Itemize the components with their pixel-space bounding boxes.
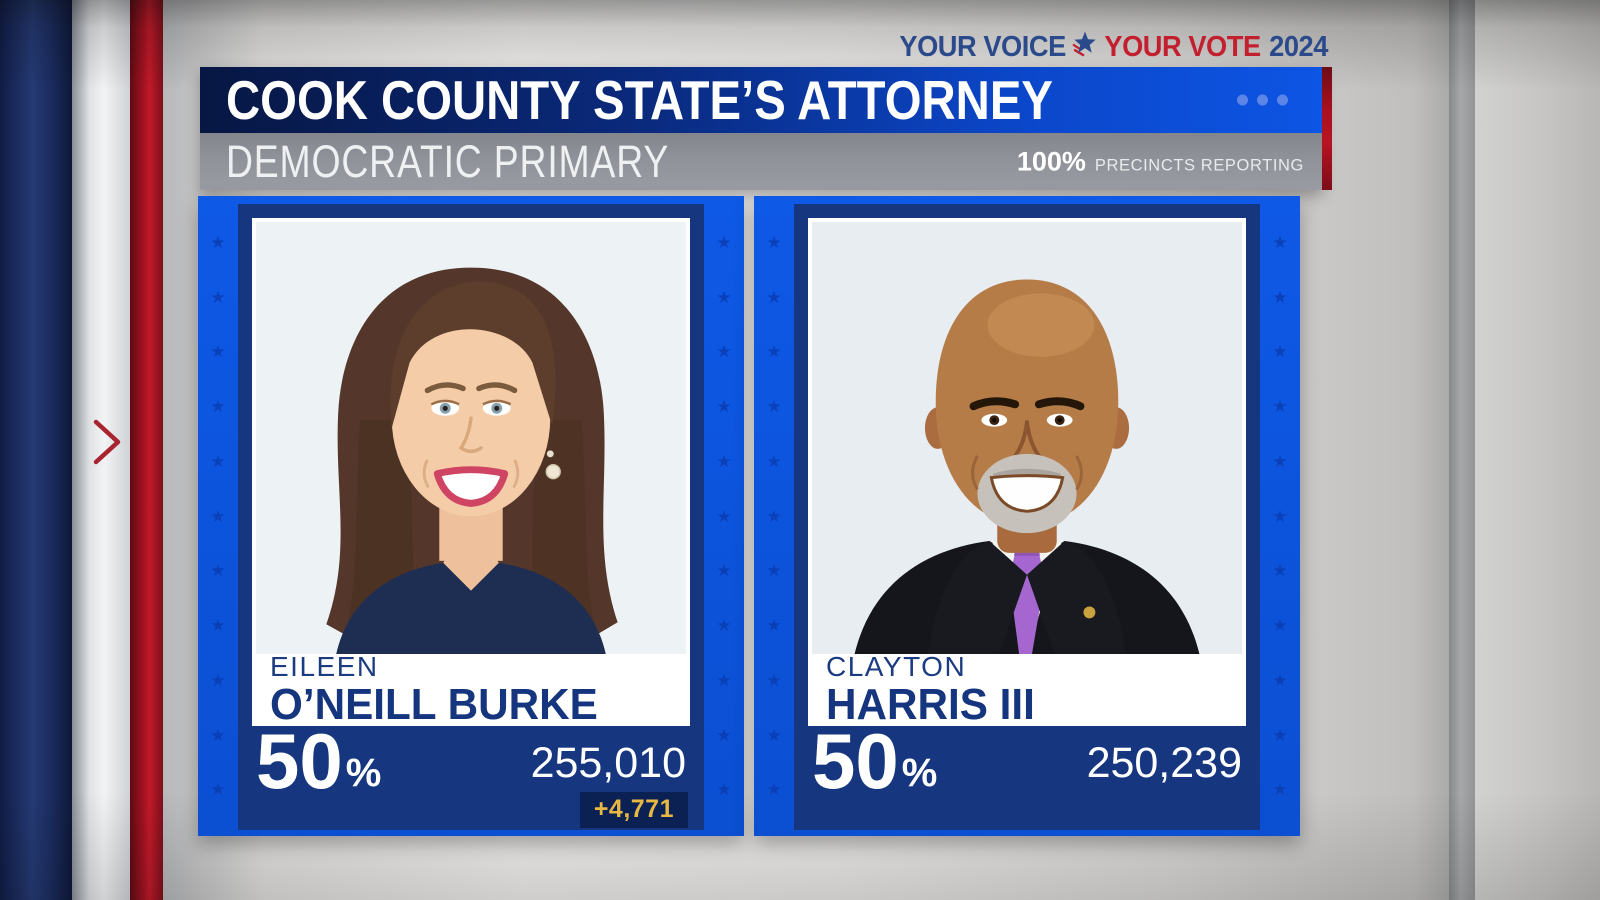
vote-count: 250,239 [1086,739,1242,787]
candidate-last-name: O’NEILL BURKE [270,680,598,730]
candidate-name-band: CLAYTON HARRIS III [808,650,1246,730]
candidate-first-name: EILEEN [270,650,379,682]
stars-border-right: ★ ★ ★ ★ ★ ★ ★ ★ ★ ★ ★ [1272,232,1288,800]
more-dots-icon[interactable] [1237,94,1288,106]
candidate-name-band: EILEEN O’NEILL BURKE [252,650,690,730]
precincts-reporting: 100% PRECINCTS REPORTING [1017,146,1304,177]
left-navy-stripe [0,0,72,900]
percent-value: 50 [812,717,899,805]
precincts-label: PRECINCTS REPORTING [1094,156,1304,174]
red-accent-stripe [1322,67,1332,190]
candidate-first-name: CLAYTON [826,650,967,682]
year-text: 2024 [1269,31,1328,63]
race-subtitle-bar: DEMOCRATIC PRIMARY 100% PRECINCTS REPORT… [200,133,1322,190]
percent-value: 50 [256,717,343,805]
percent-group: 50 % [256,717,382,805]
percent-sign: % [901,750,938,795]
candidate-results: 50 % 250,239 [794,717,1260,830]
candidate-photo-harris [808,218,1246,654]
stars-border-right: ★ ★ ★ ★ ★ ★ ★ ★ ★ ★ ★ [716,232,732,800]
candidate-card-harris: ★ ★ ★ ★ ★ ★ ★ ★ ★ ★ ★ ★ ★ ★ ★ ★ ★ ★ ★ ★ ★ ★ [754,196,1300,836]
vote-count: 255,010 [530,739,686,787]
candidate-results: 50 % 255,010 +4,771 [238,717,704,830]
right-groove [1449,0,1475,900]
left-red-stripe [130,0,163,900]
your-voice-text: YOUR VOICE [899,31,1066,63]
stars-border-left: ★ ★ ★ ★ ★ ★ ★ ★ ★ ★ ★ [766,232,782,800]
race-title-bar: COOK COUNTY STATE’S ATTORNEY [200,67,1322,133]
race-header: COOK COUNTY STATE’S ATTORNEY DEMOCRATIC … [200,67,1332,190]
percent-group: 50 % [812,717,938,805]
precincts-percent: 100% [1016,146,1086,176]
race-title: COOK COUNTY STATE’S ATTORNEY [226,69,1053,131]
lead-margin-badge: +4,771 [579,792,688,828]
race-subtitle: DEMOCRATIC PRIMARY [226,135,670,187]
next-chevron-icon[interactable] [92,418,122,471]
candidate-panel: EILEEN O’NEILL BURKE 50 % 255,010 +4,771 [238,204,704,830]
left-white-stripe [72,0,130,900]
percent-sign: % [345,750,382,795]
right-panel [1475,0,1600,900]
candidate-card-oneill-burke: ★ ★ ★ ★ ★ ★ ★ ★ ★ ★ ★ ★ ★ ★ ★ ★ ★ ★ ★ ★ ★ ★ [198,196,744,836]
candidate-last-name: HARRIS III [826,680,1035,730]
star-flag-icon [1072,30,1097,65]
candidate-panel: CLAYTON HARRIS III 50 % 250,239 [794,204,1260,830]
stars-border-left: ★ ★ ★ ★ ★ ★ ★ ★ ★ ★ ★ [210,232,226,800]
your-vote-text: YOUR VOTE [1104,31,1261,63]
candidate-photo-oneill-burke [252,218,690,654]
your-voice-your-vote-logo: YOUR VOICE YOUR VOTE 2024 [899,30,1328,65]
